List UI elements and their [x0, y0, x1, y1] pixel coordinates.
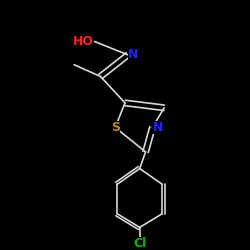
Text: HO: HO [73, 35, 94, 48]
Text: N: N [152, 121, 163, 134]
Text: Cl: Cl [133, 236, 146, 250]
Text: S: S [111, 121, 120, 134]
Text: N: N [128, 48, 138, 62]
